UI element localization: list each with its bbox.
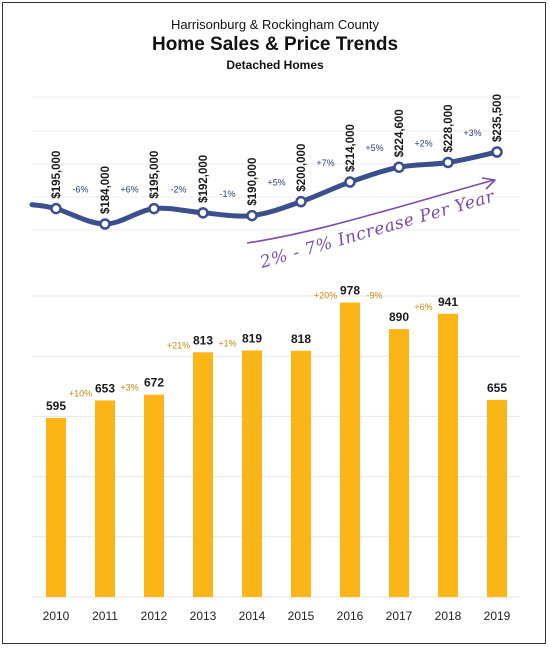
- price-point: [491, 146, 503, 158]
- price-change-label: -6%: [72, 185, 88, 195]
- sales-change-label: +21%: [167, 340, 190, 350]
- price-point: [99, 218, 111, 230]
- x-tick-label: 2014: [239, 609, 266, 623]
- price-point: [344, 176, 356, 188]
- sales-bar: [242, 350, 262, 597]
- sales-bar: [487, 399, 507, 597]
- price-value-label: $192,000: [198, 155, 210, 203]
- price-change-label: +2%: [414, 138, 432, 148]
- price-point: [148, 202, 160, 215]
- chart-subtitle: Detached Homes: [226, 58, 324, 72]
- x-tick-label: 2015: [288, 609, 315, 623]
- price-value-label: $195,000: [51, 151, 63, 199]
- x-tick-label: 2018: [435, 609, 462, 623]
- sales-change-label: +20%: [314, 291, 337, 301]
- price-value-label: $235,500: [492, 94, 504, 142]
- trend-arrowhead-icon: [481, 177, 496, 190]
- price-change-label: +7%: [316, 158, 334, 168]
- price-value-label: $224,600: [394, 109, 406, 157]
- price-point: [50, 202, 62, 215]
- sales-bar: [46, 417, 66, 597]
- price-series: [29, 146, 503, 230]
- price-change-label: +6%: [120, 185, 138, 195]
- chart-title: Home Sales & Price Trends: [151, 34, 399, 55]
- trend-annotation: 2% - 7% Increase Per Year: [246, 177, 497, 273]
- price-value-label: $228,000: [443, 105, 455, 153]
- x-axis-tick-labels: 2010 2011 2012 2013 2014 2015 2016 2017 2018 2019: [43, 609, 511, 623]
- price-change-label: +5%: [365, 143, 383, 153]
- price-value-label: $184,000: [100, 166, 112, 214]
- sales-value-label: 818: [291, 332, 311, 346]
- sales-change-label: -9%: [366, 291, 382, 301]
- sales-change-labels: +10% +3% +21% +1% +20% -9% +6%: [69, 291, 433, 399]
- sales-bar: [193, 352, 213, 597]
- sales-bar: [340, 302, 360, 597]
- price-change-label: -1%: [219, 189, 235, 199]
- sales-value-label: 941: [438, 295, 458, 309]
- x-tick-label: 2017: [386, 609, 413, 623]
- x-tick-label: 2012: [141, 609, 168, 623]
- sales-bar: [389, 329, 409, 597]
- price-value-label: $214,000: [345, 124, 357, 172]
- trend-arrow: [246, 179, 495, 244]
- sales-bar: [144, 394, 164, 597]
- sales-change-label: +10%: [69, 388, 92, 398]
- price-value-labels: $195,000 $184,000 $195,000 $192,000 $190,000…: [51, 94, 504, 214]
- sales-value-label: 595: [46, 399, 66, 413]
- sales-change-label: +6%: [414, 302, 432, 312]
- price-value-label: $200,000: [296, 144, 308, 192]
- sales-bar: [291, 350, 311, 597]
- price-change-labels: -6% +6% -2% -1% +5% +7% +5% +2% +3%: [72, 128, 481, 199]
- sales-value-label: 813: [193, 333, 213, 347]
- chart-supertitle: Harrisonburg & Rockingham County: [170, 17, 380, 32]
- x-tick-label: 2013: [190, 609, 217, 623]
- x-tick-label: 2011: [92, 609, 118, 623]
- price-point: [442, 156, 454, 169]
- price-change-label: -2%: [170, 185, 186, 195]
- sales-change-label: +1%: [218, 338, 236, 348]
- sales-value-label: 655: [487, 381, 507, 395]
- sales-bars: [46, 302, 507, 597]
- sales-value-label: 672: [144, 376, 164, 390]
- sales-change-label: +3%: [120, 383, 138, 393]
- price-change-label: +5%: [267, 178, 285, 188]
- chart-titles: Harrisonburg & Rockingham County Home Sa…: [0, 16, 550, 73]
- price-point: [295, 195, 307, 208]
- price-point: [393, 161, 405, 173]
- price-value-label: $195,000: [149, 151, 161, 199]
- sales-bar: [95, 400, 115, 597]
- sales-value-label: 653: [95, 381, 115, 395]
- price-point: [246, 209, 258, 222]
- sales-value-label: 890: [389, 310, 409, 324]
- price-value-label: $190,000: [247, 158, 259, 206]
- price-change-label: +3%: [463, 128, 481, 138]
- price-point: [197, 207, 209, 219]
- sales-value-label: 978: [340, 284, 360, 298]
- sales-bar: [438, 313, 458, 597]
- sales-value-label: 819: [242, 331, 262, 345]
- x-tick-label: 2019: [484, 609, 511, 623]
- x-tick-label: 2016: [337, 609, 364, 623]
- sales-value-labels: 595 653 672 813 819 818 978 890 941 655: [46, 284, 507, 413]
- x-tick-label: 2010: [43, 609, 70, 623]
